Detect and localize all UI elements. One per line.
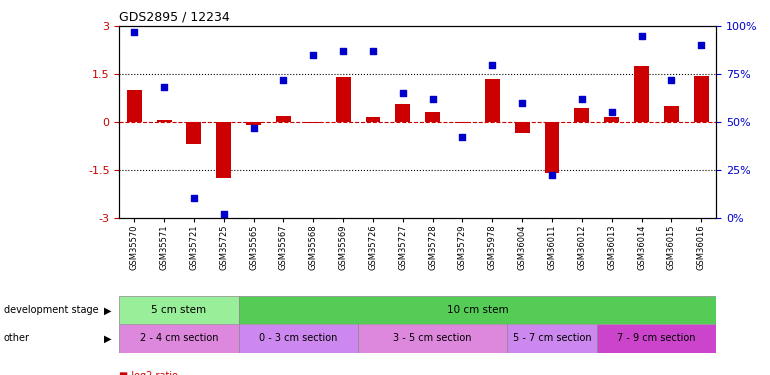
- Point: [635, 33, 648, 39]
- Point: [128, 29, 140, 35]
- Bar: [634, 66, 649, 122]
- Point: [516, 100, 528, 106]
- Point: [427, 96, 439, 102]
- Bar: [239, 296, 716, 324]
- Bar: [694, 76, 708, 122]
- Bar: [119, 296, 239, 324]
- Bar: [306, 122, 321, 123]
- Text: development stage: development stage: [4, 305, 99, 315]
- Point: [247, 124, 259, 130]
- Point: [576, 96, 588, 102]
- Bar: [239, 324, 358, 352]
- Bar: [514, 122, 530, 133]
- Text: 5 cm stem: 5 cm stem: [152, 305, 206, 315]
- Bar: [395, 104, 410, 122]
- Bar: [186, 122, 202, 144]
- Point: [695, 42, 708, 48]
- Text: GDS2895 / 12234: GDS2895 / 12234: [119, 11, 230, 24]
- Bar: [664, 106, 679, 122]
- Bar: [574, 108, 589, 122]
- Bar: [604, 117, 619, 122]
- Text: 5 - 7 cm section: 5 - 7 cm section: [513, 333, 591, 344]
- Point: [397, 90, 409, 96]
- Bar: [485, 79, 500, 122]
- Point: [486, 62, 498, 68]
- Text: 7 - 9 cm section: 7 - 9 cm section: [618, 333, 695, 344]
- Bar: [544, 122, 560, 173]
- Bar: [366, 117, 380, 122]
- Text: 0 - 3 cm section: 0 - 3 cm section: [259, 333, 337, 344]
- Bar: [425, 112, 440, 122]
- Text: ■ log2 ratio: ■ log2 ratio: [119, 370, 179, 375]
- Text: other: other: [4, 333, 30, 344]
- Point: [367, 48, 379, 54]
- Text: ▶: ▶: [104, 305, 112, 315]
- Point: [188, 195, 200, 201]
- Bar: [336, 77, 350, 122]
- Point: [337, 48, 350, 54]
- Bar: [597, 324, 716, 352]
- Point: [158, 84, 170, 90]
- Bar: [127, 90, 142, 122]
- Point: [307, 52, 320, 58]
- Point: [457, 134, 469, 140]
- Text: 2 - 4 cm section: 2 - 4 cm section: [140, 333, 218, 344]
- Bar: [455, 122, 470, 123]
- Bar: [216, 122, 231, 178]
- Text: 10 cm stem: 10 cm stem: [447, 305, 508, 315]
- Point: [546, 172, 558, 178]
- Bar: [246, 122, 261, 125]
- Point: [605, 110, 618, 116]
- Point: [277, 77, 290, 83]
- Bar: [276, 116, 291, 122]
- Bar: [119, 324, 239, 352]
- Bar: [507, 324, 597, 352]
- Bar: [156, 120, 172, 122]
- Bar: [358, 324, 507, 352]
- Point: [665, 77, 678, 83]
- Text: ▶: ▶: [104, 333, 112, 344]
- Text: 3 - 5 cm section: 3 - 5 cm section: [393, 333, 472, 344]
- Point: [218, 211, 230, 217]
